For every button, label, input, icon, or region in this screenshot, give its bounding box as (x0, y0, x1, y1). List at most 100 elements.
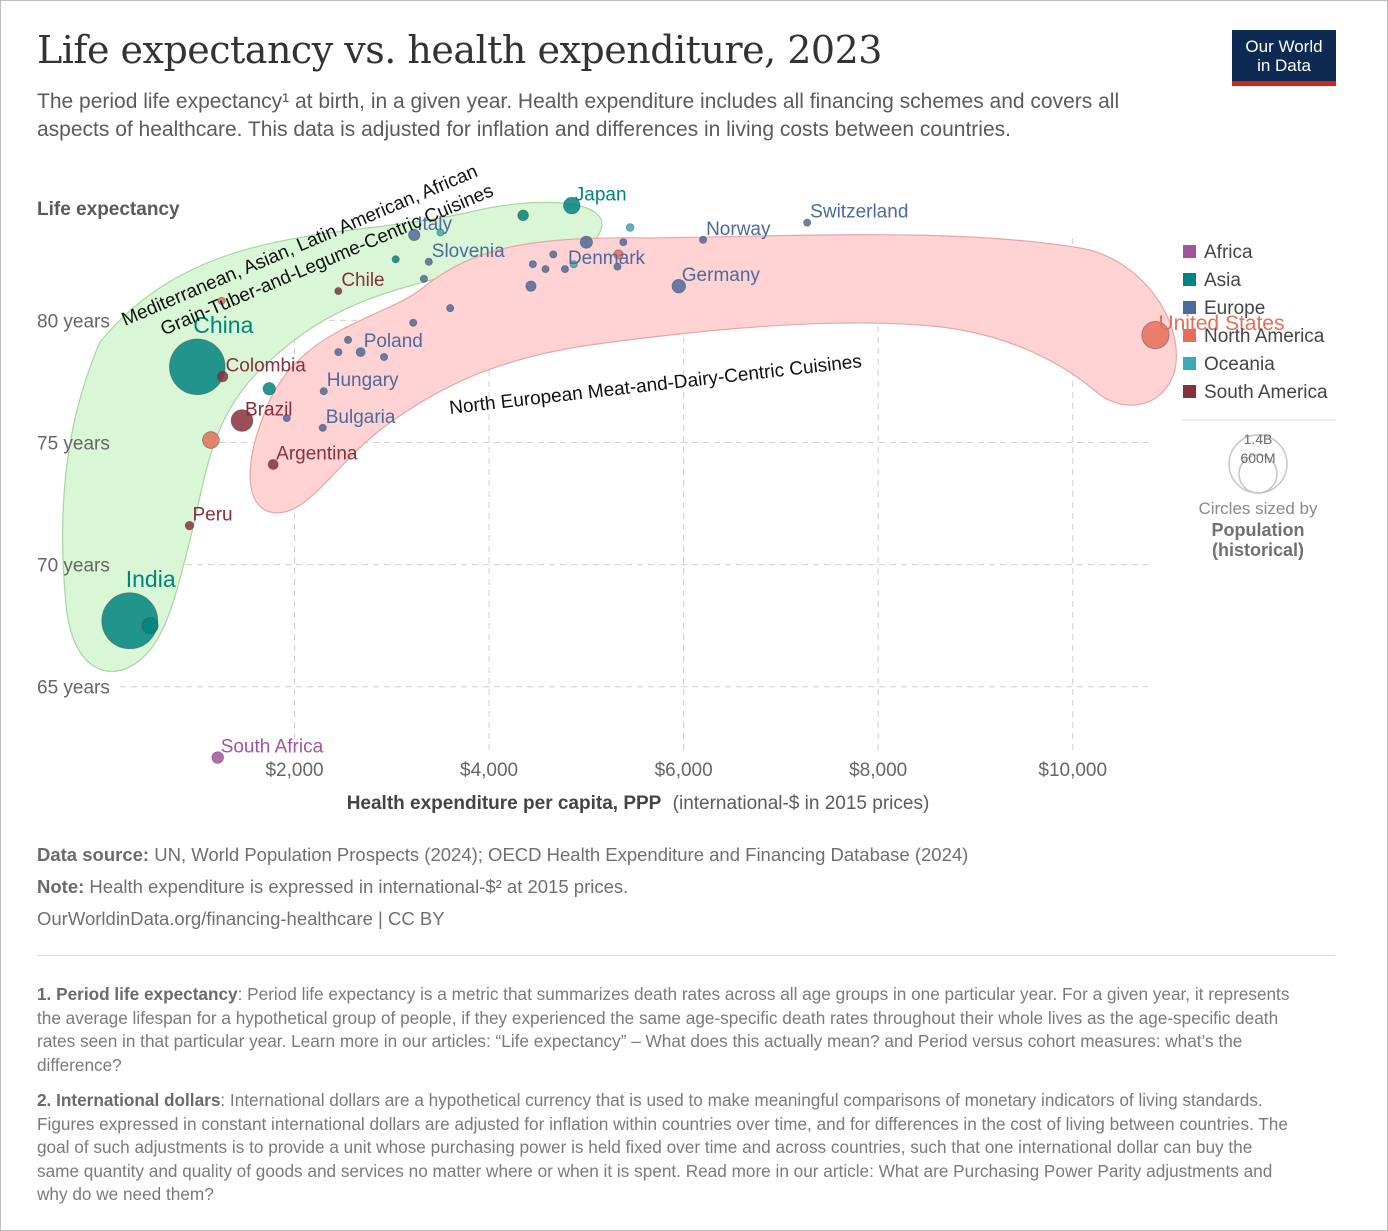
size-legend-small-label: 600M (1240, 450, 1275, 466)
legend-label-south-america[interactable]: South America (1204, 382, 1328, 403)
point-norway[interactable] (699, 235, 708, 244)
legend-label-africa[interactable]: Africa (1204, 242, 1253, 263)
point-poland[interactable] (355, 347, 366, 358)
point-argentina[interactable] (267, 459, 279, 470)
point-europe-34[interactable] (549, 250, 558, 259)
legend-swatch-europe[interactable] (1183, 301, 1196, 314)
point-label-slovenia: Slovenia (432, 241, 505, 262)
point-label-argentina: Argentina (276, 443, 358, 464)
point-denmark[interactable] (560, 265, 569, 274)
point-north-america-4[interactable] (202, 431, 220, 449)
point-north-america-36[interactable] (613, 249, 624, 260)
legend-label-oceania[interactable]: Oceania (1204, 354, 1275, 375)
size-legend-caption-2: Population (1212, 520, 1305, 540)
point-europe-17[interactable] (282, 414, 291, 423)
point-europe-24[interactable] (419, 274, 428, 283)
point-europe-32[interactable] (528, 260, 537, 269)
point-india[interactable] (101, 592, 159, 650)
point-europe-30[interactable] (619, 238, 628, 247)
size-legend-small-circle (1238, 454, 1278, 494)
scatter-chart: India China Colombia Brazil Argentina Peru Sou… (37, 161, 1336, 814)
point-label-japan: Japan (575, 185, 627, 206)
logo-line-1: Our World (1245, 37, 1323, 56)
point-colombia[interactable] (216, 370, 229, 383)
point-asia-6[interactable] (262, 382, 276, 396)
red-group-band (249, 234, 1177, 514)
point-label-peru: Peru (192, 505, 232, 526)
legend-swatch-africa[interactable] (1183, 245, 1196, 258)
size-legend-caption-3: (historical) (1212, 540, 1304, 560)
point-label-south-africa: South Africa (221, 737, 324, 758)
legend-swatch-asia[interactable] (1183, 273, 1196, 286)
x-tick-label-10000: $10,000 (1038, 760, 1107, 781)
point-china[interactable] (169, 338, 226, 395)
point-oceania-21[interactable] (436, 228, 445, 237)
point-europe-29[interactable] (579, 235, 593, 249)
footnote-divider (37, 955, 1335, 956)
point-europe-25[interactable] (446, 304, 455, 313)
point-hungary[interactable] (319, 387, 328, 396)
footnote-2-label: 2. International dollars (37, 1090, 221, 1110)
size-legend-caption-1: Circles sized by (1198, 499, 1318, 518)
point-label-india: India (126, 566, 176, 592)
point-united-states[interactable] (1141, 320, 1170, 350)
point-europe-14[interactable] (344, 335, 353, 344)
x-tick-label-6000: $6,000 (655, 760, 713, 781)
point-oceania-35[interactable] (569, 260, 578, 269)
legend-swatch-south-america[interactable] (1183, 385, 1196, 398)
x-tick-label-8000: $8,000 (849, 760, 907, 781)
x-tick-label-2000: $2,000 (265, 760, 323, 781)
note-label: Note: (37, 876, 85, 897)
point-chile[interactable] (334, 287, 343, 296)
point-switzerland[interactable] (803, 218, 812, 227)
point-label-colombia: Colombia (226, 356, 307, 377)
legend-label-north-america[interactable]: North America (1204, 326, 1325, 347)
legend-label-europe[interactable]: Europe (1204, 298, 1265, 319)
legend-label-asia[interactable]: Asia (1204, 270, 1241, 291)
y-tick-label-80: 80 years (37, 311, 110, 332)
point-slovenia[interactable] (424, 257, 433, 266)
point-label-germany: Germany (682, 265, 761, 286)
labels-layer: India China Colombia Brazil Argentina Peru Sou… (126, 185, 1285, 758)
point-asia-26[interactable] (517, 209, 529, 222)
point-oceania-28[interactable] (625, 223, 635, 232)
axis-layer: 65 years 70 years 75 years 80 years $2,000 $4… (37, 311, 1107, 781)
y-tick-label-75: 75 years (37, 433, 110, 454)
chart-subtitle: The period life expectancy¹ at birth, in… (37, 90, 1120, 141)
size-legend-big-label: 1.4B (1244, 431, 1273, 447)
x-axis-title: Health expenditure per capita, PPP (inte… (347, 793, 930, 814)
point-europe-38[interactable] (525, 280, 537, 292)
footnote-1-text: : Period life expectancy is a metric tha… (37, 984, 1290, 1075)
point-peru[interactable] (184, 520, 195, 531)
point-label-hungary: Hungary (327, 370, 399, 391)
point-label-italy: Italy (417, 214, 452, 235)
points-layer (101, 196, 1170, 764)
point-north-america-11[interactable] (217, 296, 226, 305)
point-europe-15[interactable] (380, 353, 389, 362)
source-url-link[interactable]: OurWorldinData.org/financing-healthcare … (37, 908, 445, 929)
logo-line-2: in Data (1257, 56, 1311, 75)
point-label-bulgaria: Bulgaria (326, 407, 396, 428)
annotation-bands (62, 201, 1177, 673)
point-label-china: China (193, 312, 253, 338)
point-south-africa[interactable] (211, 751, 224, 764)
point-europe-37[interactable] (613, 262, 622, 271)
y-tick-label-65: 65 years (37, 678, 110, 699)
legend-swatch-oceania[interactable] (1183, 357, 1196, 370)
point-europe-19[interactable] (409, 318, 418, 327)
point-asia-1[interactable] (141, 617, 159, 635)
point-europe-33[interactable] (541, 265, 550, 274)
point-italy[interactable] (408, 228, 421, 241)
point-bulgaria[interactable] (318, 423, 327, 432)
point-japan[interactable] (563, 196, 581, 215)
owid-logo[interactable]: Our World in Data (1232, 30, 1336, 86)
x-axis-title-rest: (international-$ in 2015 prices) (673, 793, 930, 814)
color-legend: Africa Asia Europe North America Oceania Sout… (1183, 242, 1328, 403)
point-europe-13[interactable] (334, 348, 343, 357)
point-label-denmark: Denmark (568, 248, 646, 269)
point-asia-22[interactable] (391, 255, 400, 264)
point-label-norway: Norway (706, 219, 771, 240)
point-germany[interactable] (671, 278, 686, 294)
legend-swatch-north-america[interactable] (1183, 329, 1196, 342)
point-brazil[interactable] (230, 409, 254, 432)
